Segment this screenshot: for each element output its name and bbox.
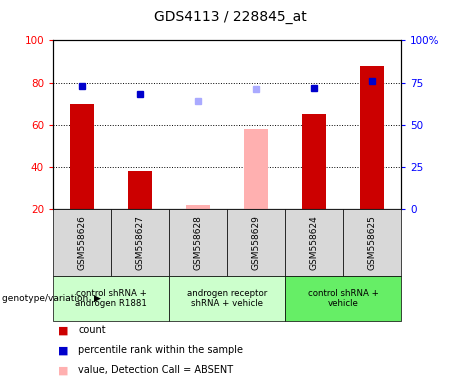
- Bar: [343, 209, 401, 276]
- Bar: [53, 209, 111, 276]
- Bar: [285, 209, 343, 276]
- Bar: [111, 209, 169, 276]
- Bar: [169, 209, 227, 276]
- Bar: [302, 114, 325, 209]
- Text: GSM558628: GSM558628: [194, 215, 202, 270]
- Bar: [53, 276, 169, 321]
- Bar: [227, 209, 285, 276]
- Text: control shRNA +
vehicle: control shRNA + vehicle: [307, 289, 378, 308]
- Text: count: count: [78, 325, 106, 335]
- Bar: [285, 276, 401, 321]
- Text: GDS4113 / 228845_at: GDS4113 / 228845_at: [154, 10, 307, 24]
- Text: GSM558626: GSM558626: [77, 215, 87, 270]
- Text: genotype/variation  ▶: genotype/variation ▶: [2, 294, 101, 303]
- Text: percentile rank within the sample: percentile rank within the sample: [78, 345, 243, 355]
- Text: GSM558624: GSM558624: [309, 215, 319, 270]
- Text: androgen receptor
shRNA + vehicle: androgen receptor shRNA + vehicle: [187, 289, 267, 308]
- Text: ■: ■: [58, 365, 68, 375]
- Bar: [129, 171, 152, 209]
- Text: GSM558629: GSM558629: [252, 215, 260, 270]
- Bar: [361, 66, 384, 209]
- Text: ■: ■: [58, 325, 68, 335]
- Bar: [244, 129, 268, 209]
- Text: GSM558627: GSM558627: [136, 215, 145, 270]
- Text: control shRNA +
androgen R1881: control shRNA + androgen R1881: [75, 289, 147, 308]
- Bar: [71, 104, 94, 209]
- Text: ■: ■: [58, 345, 68, 355]
- Text: value, Detection Call = ABSENT: value, Detection Call = ABSENT: [78, 365, 233, 375]
- Text: GSM558625: GSM558625: [367, 215, 377, 270]
- Bar: [186, 205, 210, 209]
- Bar: [169, 276, 285, 321]
